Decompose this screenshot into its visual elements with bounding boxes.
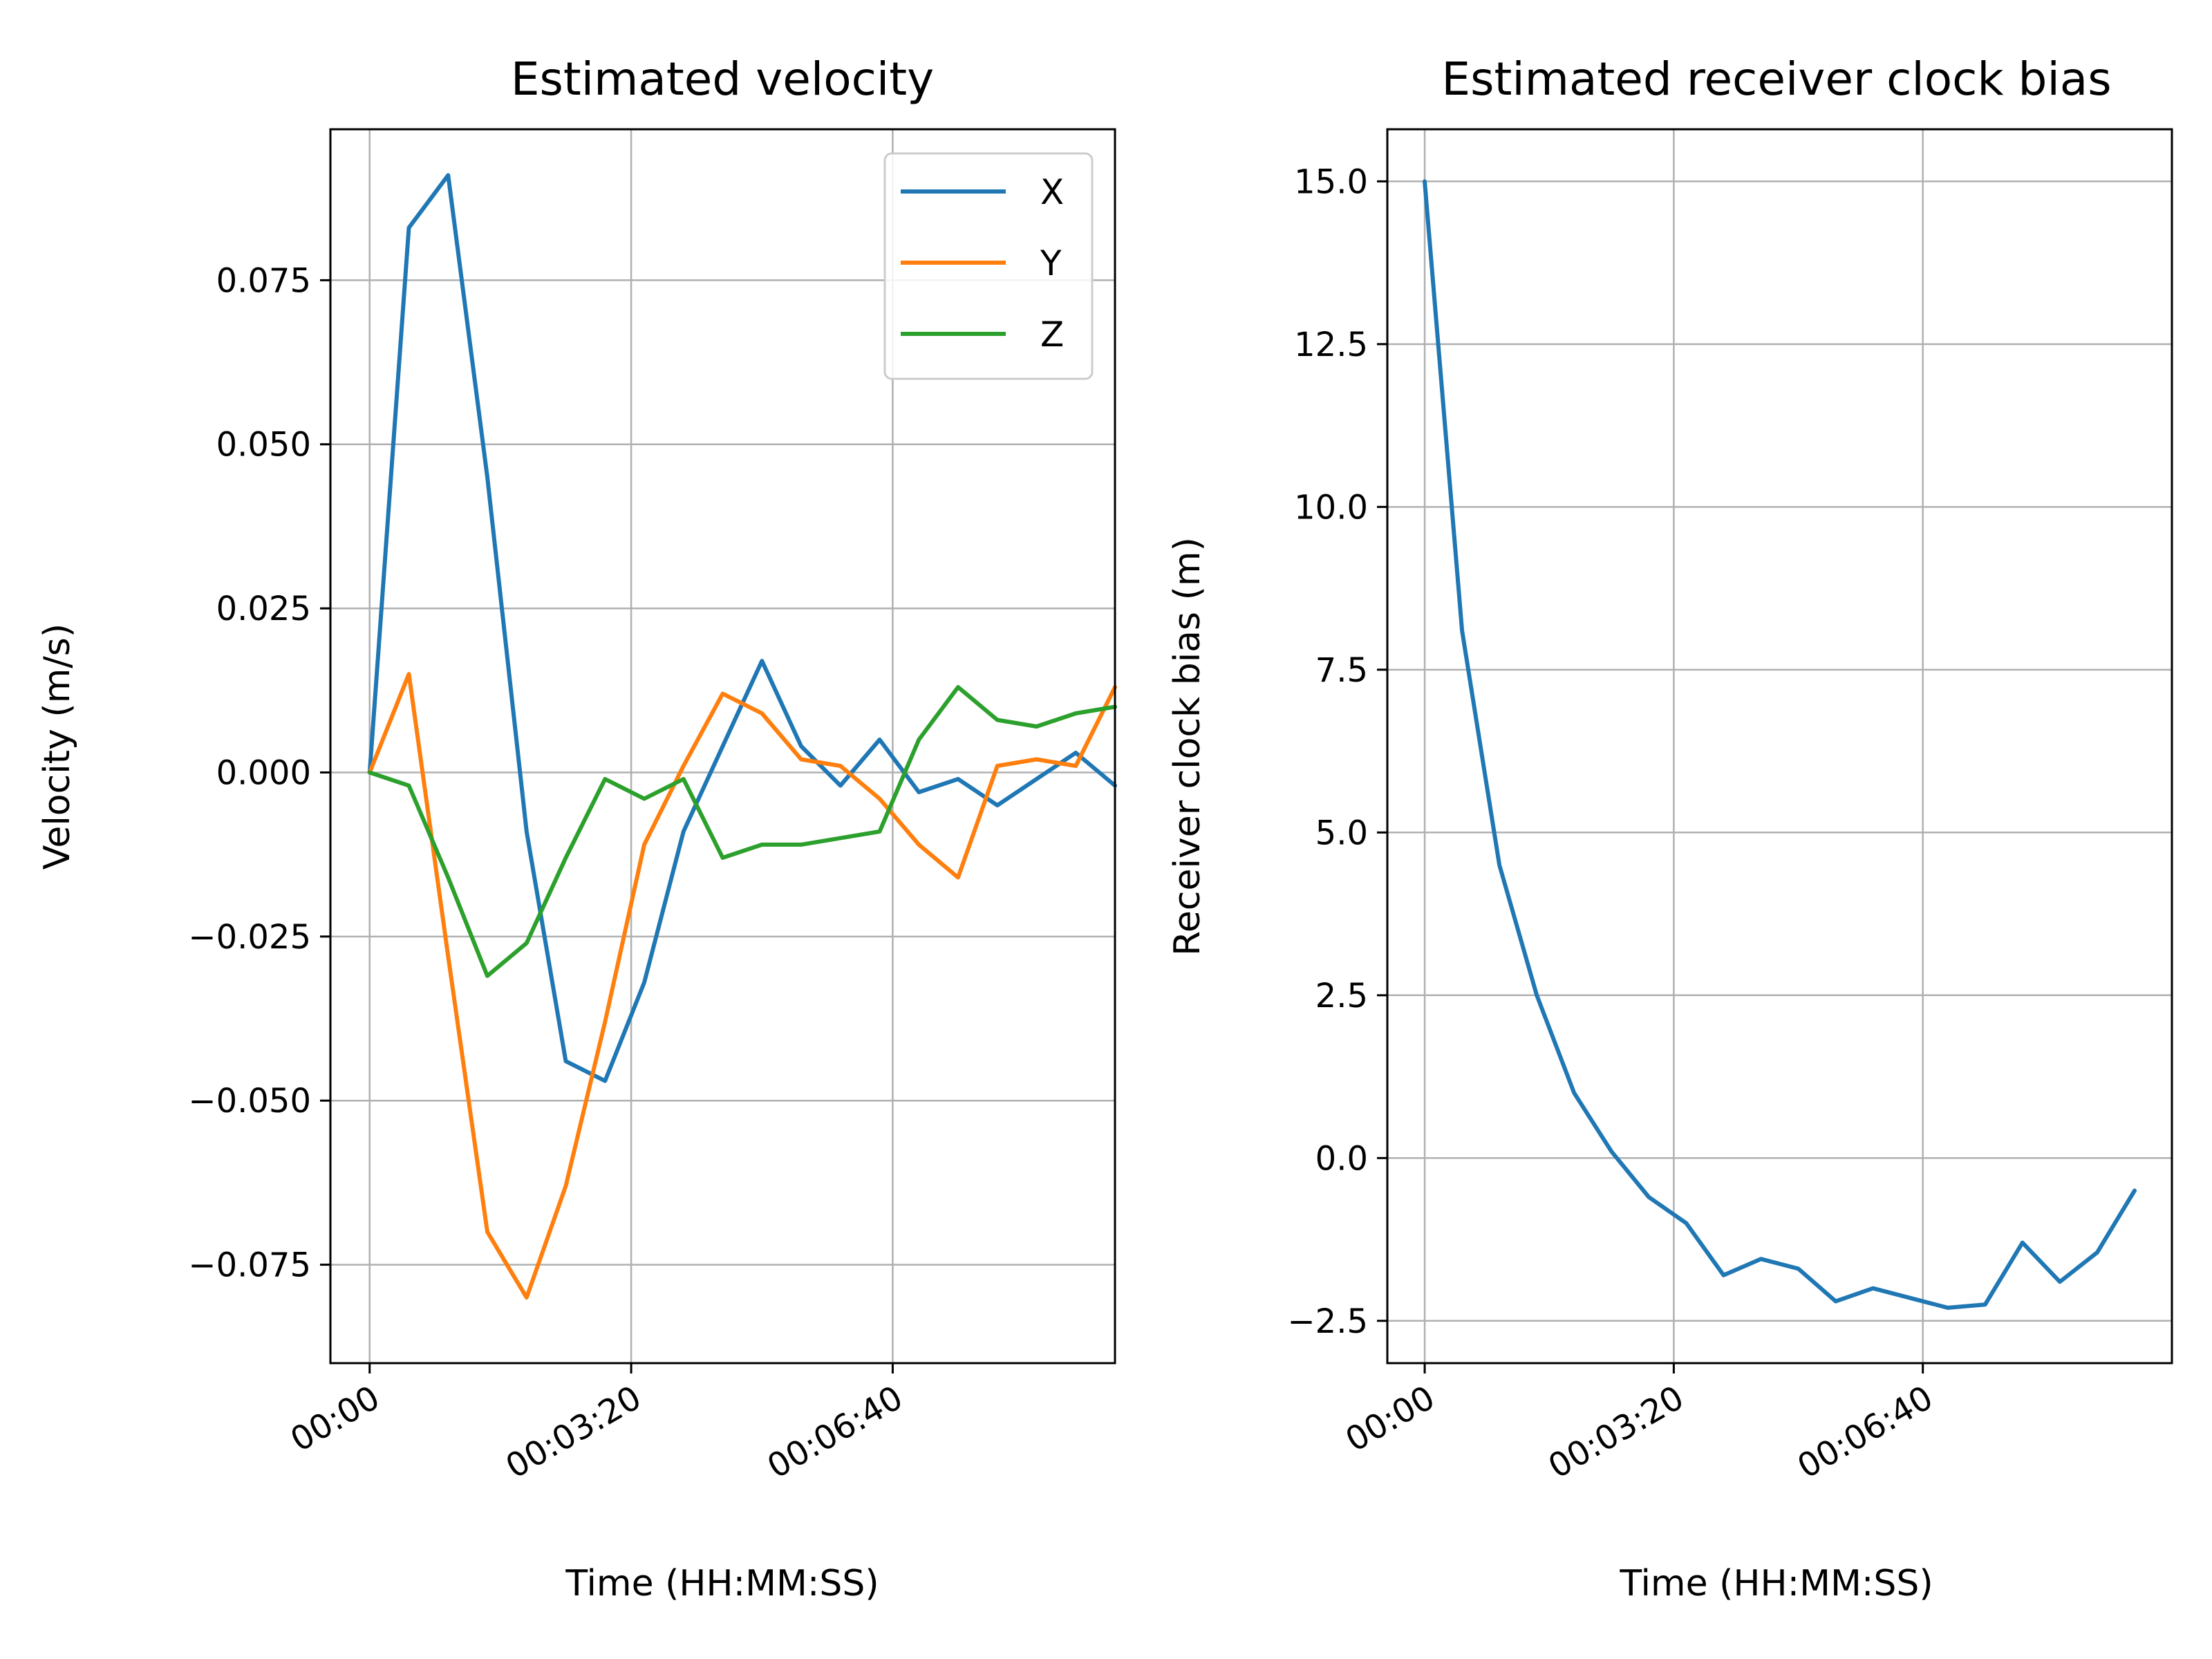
clock-bias-chart-title: Estimated receiver clock bias xyxy=(1441,53,2111,106)
velocity-y-axis-label: Velocity (m/s) xyxy=(37,624,78,870)
y-tick-label: −0.075 xyxy=(188,1246,311,1285)
velocity-chart-title: Estimated velocity xyxy=(511,53,934,106)
legend-label-z: Z xyxy=(1040,315,1064,355)
plot-frame xyxy=(1386,128,2173,1365)
clock-bias-series xyxy=(1423,179,2137,1310)
clock-bias-grid xyxy=(1387,129,2172,1363)
y-tick-label: −0.025 xyxy=(188,918,311,957)
clock-bias-y-axis-label: Receiver clock bias (m) xyxy=(1167,537,1208,956)
y-tick-label: 0.075 xyxy=(216,261,311,300)
clock-bias-chart: Estimated receiver clock bias Time (HH:M… xyxy=(1167,53,2173,1604)
y-tick-label: 7.5 xyxy=(1315,651,1368,690)
y-tick-label: 0.025 xyxy=(216,590,311,628)
legend-frame xyxy=(883,152,1094,380)
y-tick-label: 0.000 xyxy=(216,753,311,792)
y-tick-label: 0.050 xyxy=(216,426,311,465)
y-tick-label: 0.0 xyxy=(1315,1139,1368,1178)
velocity-x-axis-label: Time (HH:MM:SS) xyxy=(565,1563,879,1604)
velocity-legend: X Y Z xyxy=(883,152,1094,380)
y-tick-label: 5.0 xyxy=(1315,814,1368,852)
plot-frame xyxy=(329,128,1116,1365)
legend-label-x: X xyxy=(1040,172,1064,212)
y-tick-label: 2.5 xyxy=(1315,977,1368,1015)
y-tick-label: 15.0 xyxy=(1294,162,1368,201)
y-tick-label: 10.0 xyxy=(1294,488,1368,527)
series-line-receiver-clock-bias xyxy=(1423,179,2137,1310)
y-tick-label: −0.050 xyxy=(188,1082,311,1121)
legend-label-y: Y xyxy=(1040,243,1062,283)
velocity-series xyxy=(367,173,1117,1300)
clock-bias-x-axis-label: Time (HH:MM:SS) xyxy=(1619,1563,1933,1604)
series-line-y xyxy=(367,672,1117,1300)
series-line-z xyxy=(367,685,1117,978)
y-tick-label: 12.5 xyxy=(1294,326,1368,364)
y-tick-label: −2.5 xyxy=(1287,1302,1368,1341)
